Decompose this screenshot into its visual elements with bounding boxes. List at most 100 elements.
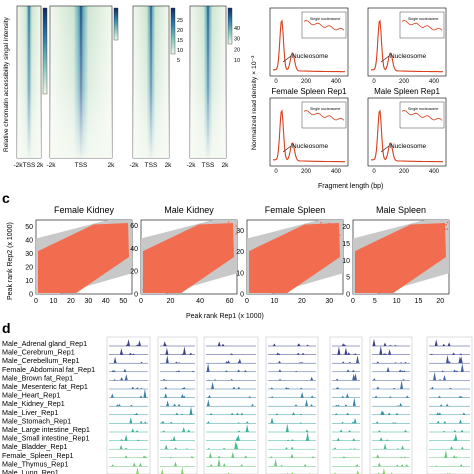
fragment-axes (367, 97, 447, 167)
scatter-point (235, 225, 237, 227)
scatter-ytick-label: 0 (240, 292, 244, 299)
track-peak (346, 412, 350, 415)
track-peak (180, 413, 184, 415)
fragment-panel-title: Male Spleen Rep1 (374, 87, 440, 96)
track-peak (285, 447, 288, 450)
scatter-point (227, 221, 230, 223)
track-peak (110, 393, 114, 398)
track-peak (395, 412, 399, 415)
scatter-xtick-label: 20 (67, 298, 75, 305)
heatmap-xtick-label: TSS (75, 162, 88, 169)
track-peak (395, 464, 399, 467)
scatter-point (102, 237, 104, 239)
track-peak (291, 413, 295, 415)
scatter-point (74, 275, 76, 278)
colorbar-tick-label: 15 (177, 38, 183, 44)
scatter-point (402, 269, 404, 271)
track-peak (177, 403, 181, 407)
scatter-point (384, 260, 386, 262)
track-peak (129, 404, 133, 407)
track-peak (392, 387, 396, 389)
track-peak (185, 448, 189, 450)
scatter-xtick-label: 30 (84, 298, 92, 305)
fragment-axes (269, 7, 349, 77)
scatter-point (207, 236, 209, 238)
scatter-point (404, 238, 406, 241)
track-peak (284, 387, 288, 389)
colorbar-4-ticks: 40 30 20 10 (234, 26, 240, 64)
heatmap-xtick-label: TSS (145, 162, 158, 169)
track-peak (129, 422, 133, 424)
track-peak (211, 381, 215, 389)
track-peak (160, 468, 164, 474)
track-peak (348, 361, 352, 364)
track-peak (290, 453, 294, 458)
track-label: Male_Thymus_Rep1 (2, 459, 68, 468)
track-column (329, 336, 363, 474)
track-label: Male_Lung_Rep1 (2, 468, 59, 474)
track-peak (434, 465, 438, 467)
scatter-point (388, 280, 390, 283)
heatmap-panel-group: Relative chromatin accessibility singal … (3, 5, 240, 169)
track-peak (172, 435, 176, 441)
track-peak (336, 387, 340, 389)
track-peak (277, 353, 281, 355)
scatter-point (298, 251, 300, 253)
scatter-point (58, 279, 61, 281)
scatter-point (298, 262, 301, 264)
scatter-point (277, 257, 279, 259)
fragment-panel: Single nucleosome Nucleosome 0 200 400 (367, 7, 447, 85)
track-peak (225, 361, 229, 364)
track-label: Male_Cerebrum_Rep1 (2, 348, 75, 357)
inset-curve (303, 20, 345, 31)
track-peak (221, 343, 225, 346)
track-peak (124, 434, 128, 441)
track-peak (405, 464, 409, 467)
scatter-point (70, 273, 72, 276)
inset-curve (401, 20, 443, 31)
track-peak (394, 362, 398, 364)
track-peak (333, 447, 337, 450)
fragment-inset (399, 101, 445, 129)
track-peak (443, 420, 447, 424)
track-peak (169, 439, 173, 441)
scatter-point (436, 241, 439, 243)
scatter-point (415, 250, 417, 252)
track-peak (438, 379, 442, 381)
scatter-point (186, 267, 188, 269)
scatter-point (156, 290, 158, 292)
scatter-point (406, 254, 409, 256)
track-peak (237, 430, 241, 432)
track-peak (434, 339, 438, 346)
track-peak (230, 412, 234, 415)
scatter-peak-points (355, 223, 446, 293)
track-peak (458, 395, 462, 398)
track-peak (458, 419, 462, 424)
scatter-point (324, 241, 326, 243)
track-peak (377, 462, 381, 467)
scatter-ytick-label: 20 (342, 224, 350, 231)
inset-label: Single nucleosome (310, 17, 340, 21)
scatter-xtick-label: 0 (34, 298, 38, 305)
track-peak (335, 378, 339, 381)
track-peak (174, 461, 177, 467)
scatter-point (109, 227, 111, 229)
track-peak (305, 429, 309, 432)
scatter-point (339, 234, 341, 236)
scatter-ytick-label: 5 (346, 275, 350, 282)
track-peak (352, 373, 356, 381)
track-peak (459, 353, 463, 355)
scatter-point (64, 276, 66, 279)
track-peak (245, 421, 249, 424)
heatmap-xtick-label: 2k (37, 162, 45, 169)
heatmap-xticks: -2k TSS 2k -2k TSS 2k -2k TSS 2k -2k TSS 2k (13, 162, 229, 169)
scatter-ytick-label: 20 (130, 269, 138, 276)
scatter-plot: Female Kidney 00 10 10 20 20 30 30 40 40 50 50 (25, 205, 133, 305)
inset-curve (303, 110, 345, 121)
scatter-point (408, 255, 411, 257)
scatter-point (215, 235, 217, 237)
scatter-point (319, 228, 321, 230)
scatter-point (92, 256, 94, 259)
track-peak (375, 421, 379, 424)
track-peak (372, 338, 376, 346)
